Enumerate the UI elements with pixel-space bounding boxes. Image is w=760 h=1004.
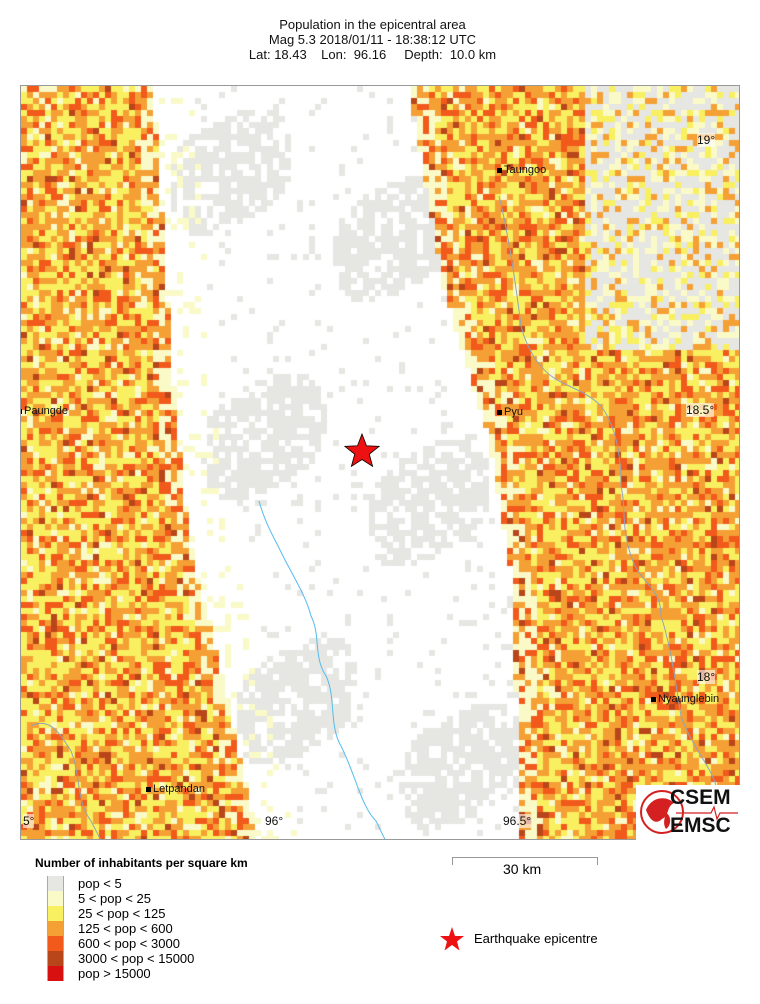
scale-bar <box>452 857 598 865</box>
legend-item: pop < 5 <box>47 876 247 891</box>
legend-swatch <box>47 876 64 891</box>
globe-icon <box>640 790 738 834</box>
river-west <box>258 500 386 839</box>
legend-item: 5 < pop < 25 <box>47 891 247 906</box>
legend-item: 3000 < pop < 15000 <box>47 951 247 966</box>
city-taungoo: Taungoo <box>497 164 546 176</box>
city-label: Pyu <box>504 406 523 418</box>
river-east <box>498 195 717 787</box>
city-marker-icon <box>21 408 22 414</box>
legend-epicentre-label: Earthquake epicentre <box>474 931 598 946</box>
lat-tick-18: 18° <box>697 670 716 684</box>
legend-swatch <box>47 936 64 951</box>
city-nyaunglebin: Nyaunglebin <box>651 693 719 705</box>
lon-tick-96-5: 96.5° <box>503 814 532 828</box>
population-grid <box>21 86 739 839</box>
legend-label: 5 < pop < 25 <box>78 891 152 906</box>
city-label: Nyaunglebin <box>658 693 720 705</box>
legend-label: pop < 5 <box>78 876 122 891</box>
scale-label: 30 km <box>503 861 542 877</box>
city-label: Letpandan <box>153 783 205 795</box>
epicentre-star-icon <box>343 432 381 468</box>
city-marker-icon <box>146 786 151 792</box>
city-label: Paungde <box>24 405 69 417</box>
legend-label: 3000 < pop < 15000 <box>78 951 195 966</box>
legend-item: 600 < pop < 3000 <box>47 936 247 951</box>
legend-label: 25 < pop < 125 <box>78 906 166 921</box>
location-info: Lat: 18.43 Lon: 96.16 Depth: 10.0 km <box>248 47 497 62</box>
legend-item: 125 < pop < 600 <box>47 921 247 936</box>
csem-emsc-logo: CSEM EMSC <box>636 785 740 840</box>
city-paungde: Paungde <box>21 405 69 417</box>
city-marker-icon <box>497 409 502 415</box>
legend-label: pop > 15000 <box>78 966 151 981</box>
legend-label: 600 < pop < 3000 <box>78 936 180 951</box>
map-title: Population in the epicentral area <box>279 17 466 32</box>
legend-epicentre-star-icon <box>440 927 464 951</box>
legend-item: 25 < pop < 125 <box>47 906 247 921</box>
legend-swatch <box>47 891 64 906</box>
population-map[interactable]: 19° 18.5° 18° 5° 96° 96.5° Taungoo Pyu P… <box>20 85 740 840</box>
legend-swatch <box>47 906 64 921</box>
legend-label: 125 < pop < 600 <box>78 921 173 936</box>
city-marker-icon <box>651 696 656 702</box>
city-letpandan: Letpandan <box>146 783 205 795</box>
map-overlay <box>30 195 717 839</box>
logo-text-csem: CSEM <box>670 786 731 809</box>
legend-swatch <box>47 951 64 966</box>
legend-item: pop > 15000 <box>47 966 247 981</box>
city-pyu: Pyu <box>497 406 523 418</box>
city-label: Taungoo <box>504 164 547 176</box>
logo-text-emsc: EMSC <box>670 814 731 837</box>
lat-tick-18-5: 18.5° <box>686 403 715 417</box>
city-marker-icon <box>497 167 502 173</box>
event-info: Mag 5.3 2018/01/11 - 18:38:12 UTC <box>268 32 477 47</box>
river-south <box>30 723 101 839</box>
legend-swatch <box>47 966 64 981</box>
lon-tick-96: 96° <box>265 814 284 828</box>
legend-title: Number of inhabitants per square km <box>35 856 248 870</box>
lon-tick-95-5: 5° <box>23 814 35 828</box>
lat-tick-19: 19° <box>697 133 716 147</box>
legend-swatch <box>47 921 64 936</box>
